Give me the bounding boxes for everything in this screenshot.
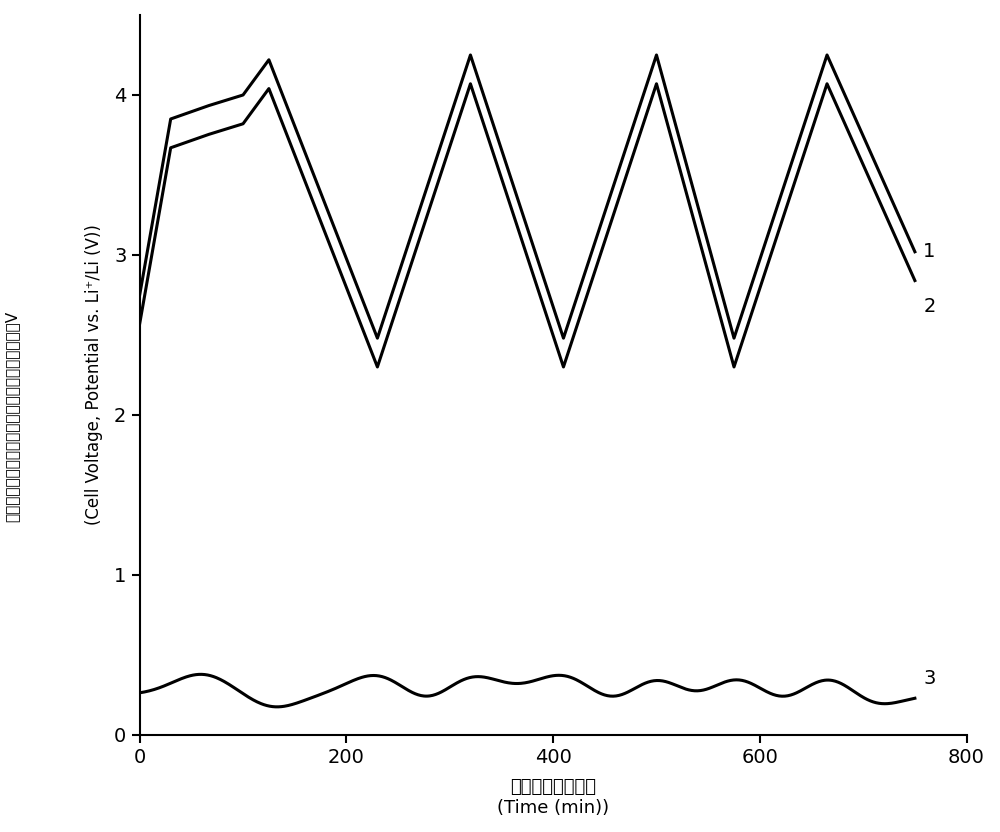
- Text: 3: 3: [923, 670, 936, 688]
- X-axis label: 时间，单位：分钟
(Time (min)): 时间，单位：分钟 (Time (min)): [497, 778, 609, 817]
- Y-axis label: (Cell Voltage, Potential vs. Li⁺/Li (V)): (Cell Voltage, Potential vs. Li⁺/Li (V)): [85, 225, 103, 525]
- Text: 2: 2: [923, 297, 936, 315]
- Text: 电容器电压，电极电位相对于锂参比电极，单位：V: 电容器电压，电极电位相对于锂参比电极，单位：V: [4, 310, 20, 522]
- Text: 1: 1: [923, 242, 936, 261]
